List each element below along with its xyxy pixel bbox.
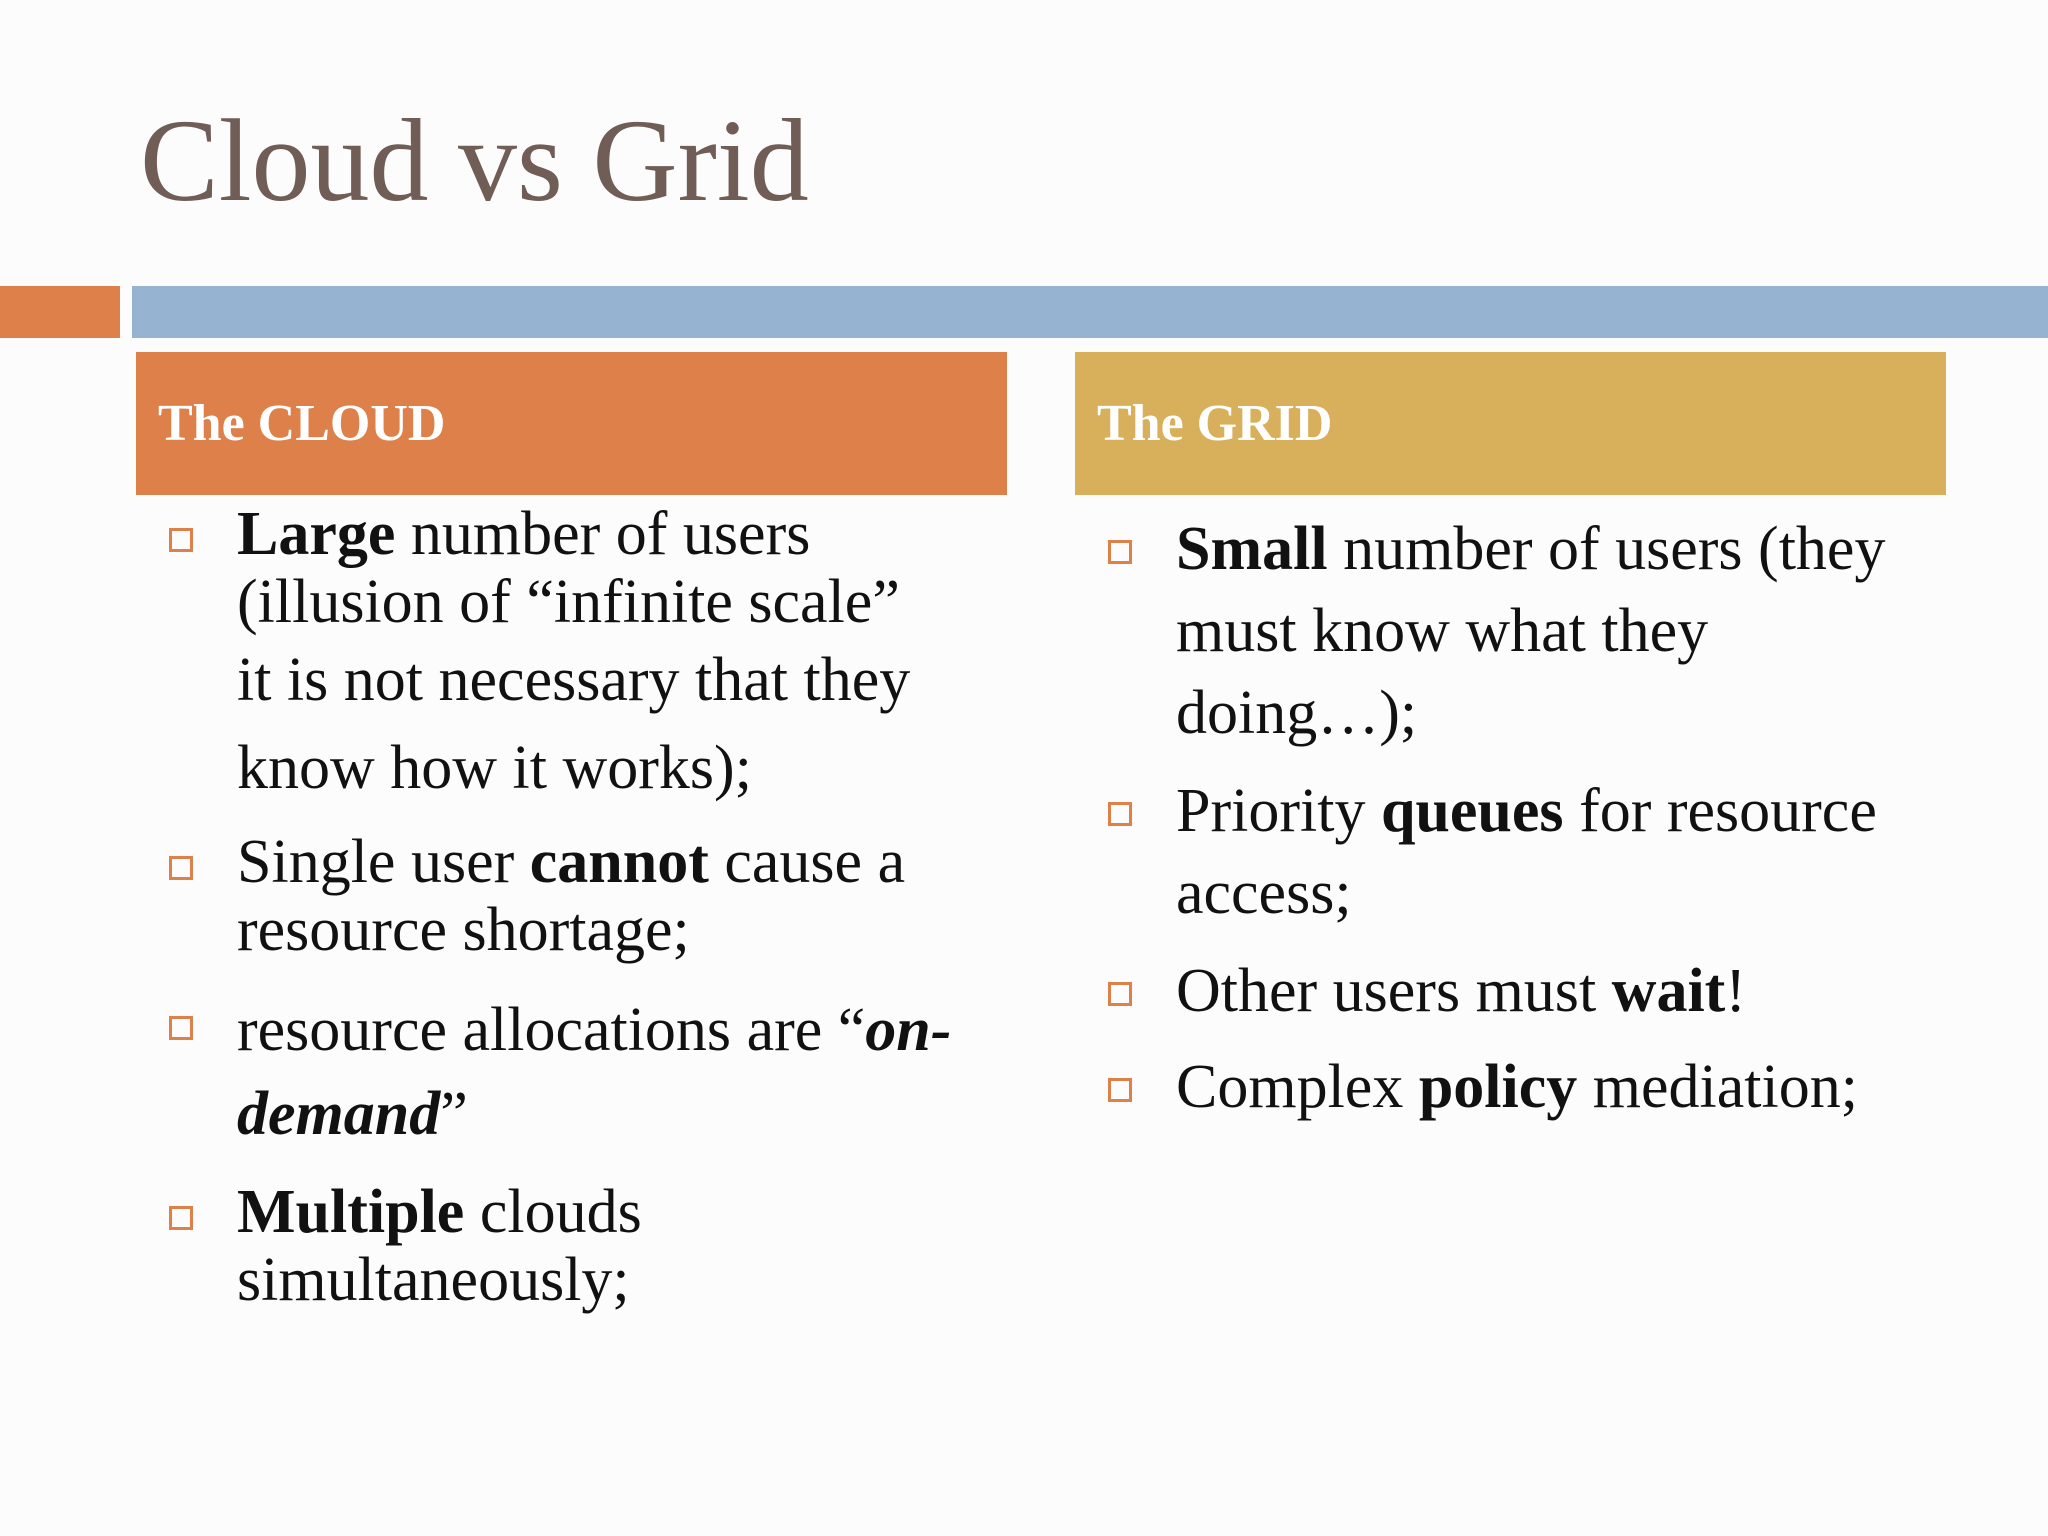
bullet-text: number of users (illusion of “infinite s… (237, 500, 900, 636)
bullet-text: ! (1725, 957, 1746, 1025)
bold-keyword: Multiple (237, 1178, 465, 1246)
bullet-text: Complex (1176, 1053, 1419, 1121)
bullet-text: cause a resource shortage; (237, 828, 906, 964)
accent-bar-blue (132, 286, 2048, 338)
bullet-continuation-text: it is not necessary that they know how i… (237, 646, 911, 802)
bold-keyword: cannot (529, 828, 709, 896)
grid-bullet-list: Small number of users (they must know wh… (1104, 508, 1964, 1128)
cloud-bullet-list: Large number of users (illusion of “infi… (165, 500, 1025, 1314)
bullet-text: Priority (1176, 777, 1381, 845)
cloud-bullet-single-user: Single user cannot cause a resource shor… (165, 828, 1025, 964)
square-bullet-icon (169, 528, 193, 552)
square-bullet-icon (1108, 982, 1132, 1006)
square-bullet-icon (169, 1016, 193, 1040)
bullet-text: Other users must (1176, 957, 1612, 1025)
grid-bullet-policy-mediation: Complex policy mediation; (1104, 1046, 1964, 1128)
bold-keyword: Small (1176, 515, 1328, 583)
bold-italic-keyword: on-demand (237, 996, 952, 1148)
cloud-column-header: The CLOUD (136, 352, 1007, 495)
cloud-bullet-multiple-clouds: Multiple clouds simultaneously; (165, 1178, 1025, 1314)
bullet-text: resource allocations are “ (237, 996, 866, 1064)
grid-bullet-priority-queues: Priority queues for resource access; (1104, 770, 1964, 934)
bullet-text: Single user (237, 828, 530, 896)
slide-title: Cloud vs Grid (140, 95, 809, 226)
square-bullet-icon (1108, 802, 1132, 826)
cloud-bullet-on-demand: resource allocations are “on-demand” (165, 988, 1025, 1156)
grid-column-header: The GRID (1075, 352, 1946, 495)
bold-keyword: Large (237, 500, 396, 568)
cloud-bullet-large-users: Large number of users (illusion of “infi… (165, 500, 1025, 812)
bullet-text: number of users (they must know what the… (1176, 515, 1886, 747)
bullet-text: for resource access; (1176, 777, 1877, 927)
square-bullet-icon (169, 1206, 193, 1230)
grid-bullet-small-users: Small number of users (they must know wh… (1104, 508, 1964, 754)
accent-bar-orange (0, 286, 120, 338)
grid-bullet-users-wait: Other users must wait! (1104, 950, 1964, 1032)
bold-keyword: queues (1380, 777, 1564, 845)
bullet-text: clouds simultaneously; (237, 1178, 642, 1314)
bold-keyword: policy (1418, 1053, 1578, 1121)
bullet-text: ” (440, 1080, 468, 1148)
bold-keyword: wait (1611, 957, 1726, 1025)
square-bullet-icon (1108, 1078, 1132, 1102)
square-bullet-icon (1108, 540, 1132, 564)
square-bullet-icon (169, 856, 193, 880)
bullet-text: mediation; (1577, 1053, 1858, 1121)
